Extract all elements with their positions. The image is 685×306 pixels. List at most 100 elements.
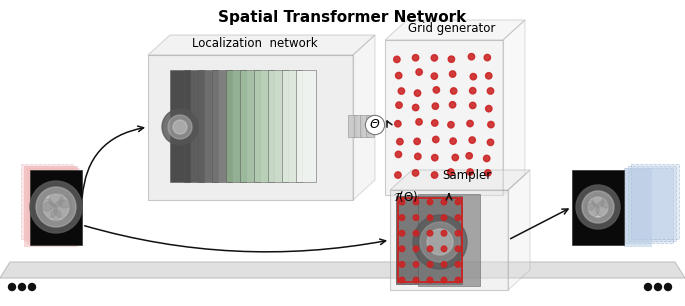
Circle shape — [484, 155, 490, 162]
Circle shape — [420, 222, 460, 262]
Bar — [631, 164, 679, 239]
Circle shape — [664, 283, 671, 290]
Circle shape — [414, 138, 421, 145]
Polygon shape — [282, 70, 302, 182]
Circle shape — [8, 283, 16, 290]
Circle shape — [432, 155, 438, 161]
Circle shape — [168, 115, 192, 139]
Circle shape — [469, 102, 476, 109]
Circle shape — [399, 215, 405, 220]
Circle shape — [448, 56, 455, 62]
Circle shape — [456, 230, 461, 236]
Circle shape — [413, 277, 419, 283]
Circle shape — [398, 88, 405, 94]
Circle shape — [441, 199, 447, 205]
Circle shape — [486, 106, 492, 112]
Circle shape — [59, 196, 71, 208]
Polygon shape — [390, 170, 530, 190]
Circle shape — [416, 119, 422, 125]
Text: Grid generator: Grid generator — [408, 22, 496, 35]
Circle shape — [451, 88, 457, 94]
Polygon shape — [24, 166, 78, 247]
Polygon shape — [385, 40, 503, 195]
Text: $\mathcal{T}(\Theta)$: $\mathcal{T}(\Theta)$ — [393, 189, 419, 204]
Circle shape — [36, 187, 76, 227]
Polygon shape — [170, 70, 190, 182]
Circle shape — [431, 55, 438, 61]
Circle shape — [395, 172, 401, 178]
Circle shape — [596, 201, 612, 217]
Polygon shape — [30, 170, 82, 245]
Circle shape — [394, 56, 400, 63]
Polygon shape — [508, 170, 530, 290]
Bar — [24, 166, 76, 241]
Circle shape — [18, 283, 25, 290]
Polygon shape — [240, 70, 260, 182]
Circle shape — [412, 104, 419, 111]
Circle shape — [456, 262, 461, 267]
Circle shape — [486, 73, 492, 79]
Polygon shape — [254, 70, 274, 182]
Circle shape — [441, 262, 447, 267]
Circle shape — [41, 199, 53, 211]
Circle shape — [441, 230, 447, 236]
Circle shape — [592, 195, 604, 207]
Circle shape — [488, 121, 494, 128]
Circle shape — [432, 120, 438, 126]
Circle shape — [399, 230, 405, 236]
Polygon shape — [624, 168, 652, 247]
Circle shape — [456, 246, 461, 252]
Circle shape — [469, 88, 476, 94]
Circle shape — [441, 215, 447, 220]
Circle shape — [441, 246, 447, 252]
Polygon shape — [148, 55, 353, 200]
Polygon shape — [572, 170, 624, 245]
Circle shape — [585, 200, 595, 210]
Circle shape — [427, 277, 433, 283]
Polygon shape — [212, 70, 232, 182]
Circle shape — [43, 194, 69, 220]
Circle shape — [485, 170, 491, 176]
Circle shape — [466, 153, 473, 159]
Polygon shape — [353, 35, 375, 200]
Circle shape — [427, 262, 433, 267]
Circle shape — [427, 229, 453, 255]
Circle shape — [162, 109, 198, 145]
Circle shape — [427, 230, 433, 236]
Circle shape — [412, 54, 419, 61]
Circle shape — [413, 246, 419, 252]
Circle shape — [452, 154, 458, 161]
Bar — [27, 168, 79, 243]
Circle shape — [467, 169, 473, 175]
Bar — [628, 166, 676, 241]
Circle shape — [412, 170, 419, 176]
Circle shape — [469, 137, 475, 143]
Polygon shape — [503, 20, 525, 195]
Circle shape — [173, 120, 187, 134]
Circle shape — [431, 73, 438, 79]
Circle shape — [396, 102, 402, 108]
Circle shape — [441, 277, 447, 283]
Text: Θ: Θ — [370, 118, 380, 132]
Circle shape — [456, 199, 461, 205]
Polygon shape — [396, 196, 462, 284]
Circle shape — [470, 73, 477, 80]
Circle shape — [432, 172, 438, 178]
Circle shape — [399, 262, 405, 267]
Circle shape — [416, 69, 423, 75]
Circle shape — [582, 191, 614, 223]
Circle shape — [484, 54, 490, 61]
Circle shape — [29, 283, 36, 290]
Circle shape — [413, 230, 419, 236]
Circle shape — [467, 120, 473, 127]
Polygon shape — [348, 115, 356, 137]
Circle shape — [448, 121, 454, 128]
Circle shape — [395, 72, 402, 79]
Circle shape — [399, 246, 405, 252]
Circle shape — [447, 169, 454, 175]
Circle shape — [449, 102, 456, 108]
Polygon shape — [385, 20, 525, 40]
Text: Spatial Transformer Network: Spatial Transformer Network — [218, 10, 466, 25]
Polygon shape — [366, 115, 374, 137]
Polygon shape — [0, 262, 685, 278]
